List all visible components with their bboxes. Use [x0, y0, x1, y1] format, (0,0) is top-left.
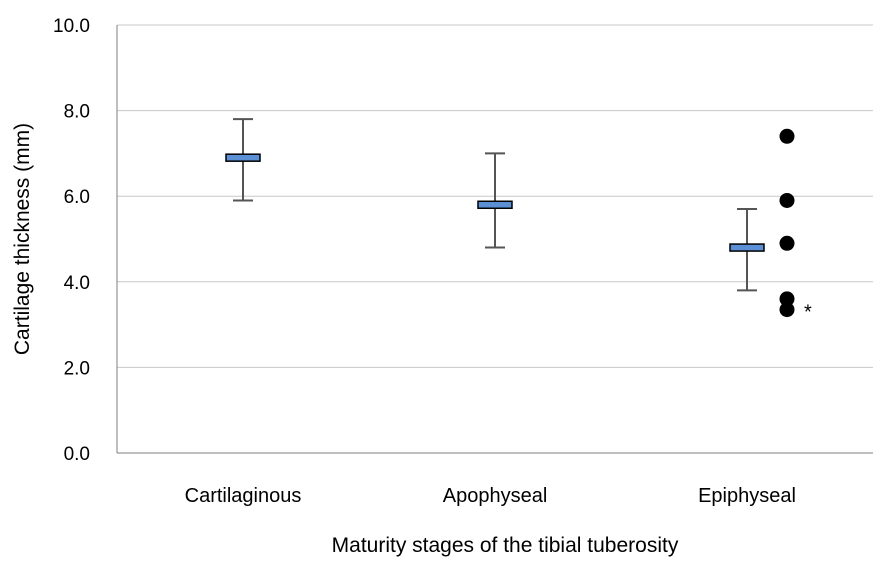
outlier-point: [779, 192, 795, 208]
median-box: [477, 200, 513, 210]
outliers: [779, 128, 795, 318]
box-apophyseal: [477, 152, 513, 249]
y-tick-label: 8.0: [64, 102, 90, 123]
x-tick-label: Epiphyseal: [698, 485, 796, 507]
outlier-point: [779, 291, 795, 307]
box-cartilaginous: [225, 118, 261, 202]
y-tick-label: 0.0: [64, 444, 90, 465]
outlier-point: [779, 128, 795, 144]
outlier-point: [779, 235, 795, 251]
x-tick-label: Cartilaginous: [185, 485, 302, 507]
y-tick-label: 2.0: [64, 358, 90, 379]
boxes: [225, 118, 765, 292]
median-box: [225, 153, 261, 162]
y-axis-label: Cartilage thickness (mm): [11, 123, 34, 355]
x-axis-label: Maturity stages of the tibial tuberosity: [332, 534, 679, 557]
y-tick-label: 6.0: [64, 187, 90, 208]
box-epiphyseal: [729, 208, 765, 292]
outlier-point: [779, 302, 795, 318]
y-tick-labels: 0.0 2.0 4.0 6.0 8.0 10.0: [53, 16, 90, 465]
x-tick-labels: Cartilaginous Apophyseal Epiphyseal: [185, 485, 796, 507]
y-tick-label: 10.0: [53, 16, 90, 37]
median-box: [729, 243, 765, 252]
x-tick-label: Apophyseal: [443, 485, 548, 507]
annotation-asterisk: *: [804, 302, 812, 324]
y-tick-label: 4.0: [64, 273, 90, 294]
annotations: *: [804, 302, 812, 324]
